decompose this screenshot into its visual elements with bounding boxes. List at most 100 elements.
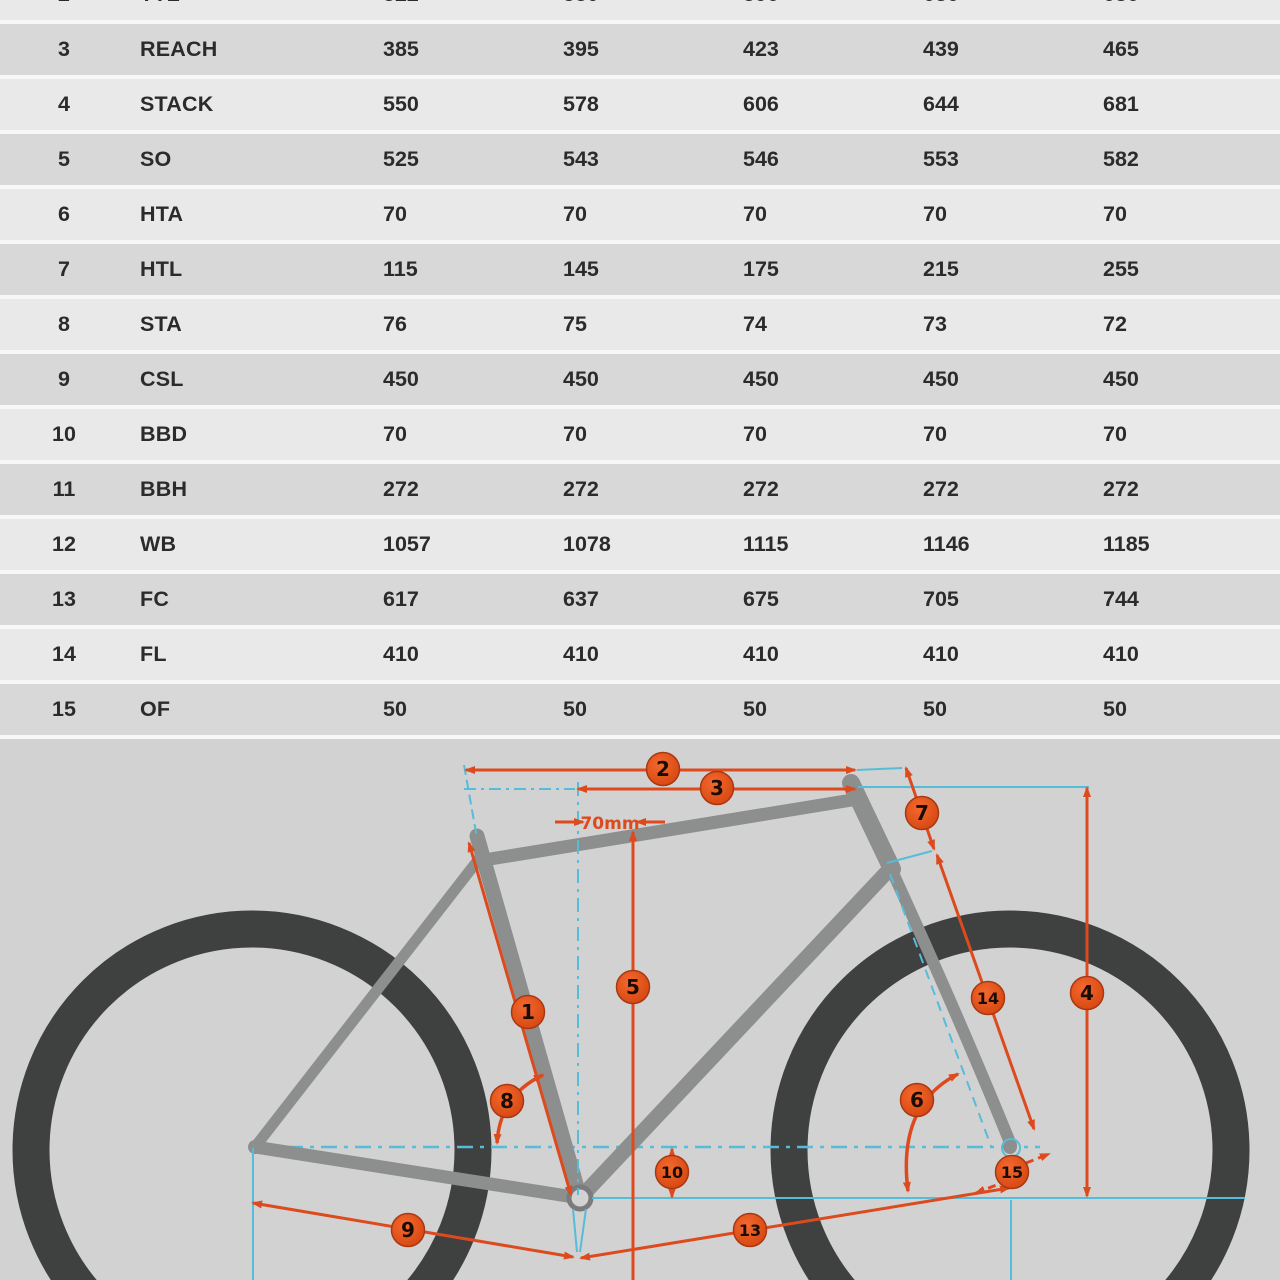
headtube-bottom-tick bbox=[886, 850, 933, 864]
marker-5: 5 bbox=[615, 969, 651, 1005]
marker-number: 8 bbox=[500, 1089, 514, 1113]
value-size-1: 410 bbox=[383, 642, 419, 666]
marker-number: 13 bbox=[739, 1221, 761, 1240]
value-size-1: 522 bbox=[355, 0, 535, 7]
row-label: WB bbox=[140, 532, 177, 556]
bb-offset-label: 70mm bbox=[580, 814, 639, 834]
row-number: 15 bbox=[52, 697, 76, 721]
value-size-4: 636 bbox=[895, 0, 1075, 7]
marker-circle bbox=[615, 969, 651, 1005]
value-size-3: 50 bbox=[743, 697, 767, 721]
bottom-bracket bbox=[566, 1184, 594, 1212]
marker-circle bbox=[732, 1212, 768, 1248]
value-size-4: 410 bbox=[923, 642, 959, 666]
table-row-ttl: 2TTL522550596636686 bbox=[0, 0, 1280, 20]
row-number: 8 bbox=[58, 312, 70, 336]
value-size-3: 675 bbox=[743, 587, 779, 611]
marker-number: 14 bbox=[977, 989, 999, 1008]
value-size-5: 582 bbox=[1103, 147, 1139, 171]
value-size-5: 255 bbox=[1103, 257, 1139, 281]
row-label: STA bbox=[140, 312, 183, 336]
value-size-2: 543 bbox=[563, 147, 599, 171]
marker-10: 10 bbox=[654, 1154, 690, 1190]
headtube-top-tick bbox=[856, 767, 903, 771]
value-size-5: 450 bbox=[1103, 367, 1139, 391]
value-size-3: 450 bbox=[743, 367, 779, 391]
value-size-5: 681 bbox=[1103, 92, 1139, 116]
marker-13: 13 bbox=[732, 1212, 768, 1248]
marker-number: 3 bbox=[710, 776, 724, 800]
row-label: BBH bbox=[140, 477, 188, 501]
value-size-2: 550 bbox=[535, 0, 715, 7]
head-tube bbox=[842, 774, 901, 878]
table-row-so: 5 SO 525 543 546 553 582 bbox=[0, 134, 1280, 185]
marker-circle bbox=[489, 1083, 525, 1119]
value-size-1: 525 bbox=[383, 147, 419, 171]
row-label: HTL bbox=[140, 257, 183, 281]
row-number: 13 bbox=[52, 587, 76, 611]
value-size-2: 272 bbox=[563, 477, 599, 501]
marker-number: 9 bbox=[401, 1218, 415, 1242]
dim-15-offset-upper bbox=[1025, 1152, 1051, 1165]
value-size-5: 686 bbox=[1075, 0, 1255, 7]
row-label: SO bbox=[140, 147, 172, 171]
value-size-1: 1057 bbox=[383, 532, 431, 556]
seatstay bbox=[249, 858, 481, 1153]
value-size-1: 550 bbox=[383, 92, 419, 116]
value-size-4: 450 bbox=[923, 367, 959, 391]
value-size-4: 553 bbox=[923, 147, 959, 171]
row-number: 2 bbox=[0, 0, 110, 7]
table-row-csl: 9 CSL 450 450 450 450 450 bbox=[0, 354, 1280, 405]
row-label: STACK bbox=[140, 92, 214, 116]
marker-14: 14 bbox=[970, 980, 1006, 1016]
rear-dropout bbox=[248, 1140, 262, 1154]
row-label: TTL bbox=[110, 0, 355, 7]
table-row-fc: 13 FC 617 637 675 705 744 bbox=[0, 574, 1280, 625]
value-size-4: 705 bbox=[923, 587, 959, 611]
table-row-htl: 7 HTL 115 145 175 215 255 bbox=[0, 244, 1280, 295]
row-label: FC bbox=[140, 587, 170, 611]
value-size-2: 50 bbox=[563, 697, 587, 721]
table-row-bbh: 11 BBH 272 272 272 272 272 bbox=[0, 464, 1280, 515]
marker-7: 7 bbox=[904, 795, 940, 831]
table-row-stack: 4 STACK 550 578 606 644 681 bbox=[0, 79, 1280, 130]
value-size-1: 70 bbox=[383, 202, 407, 226]
seatpost-axis-line bbox=[463, 764, 478, 839]
marker-1: 1 bbox=[510, 994, 546, 1030]
marker-4: 4 bbox=[1069, 975, 1105, 1011]
value-size-3: 272 bbox=[743, 477, 779, 501]
table-row-fl: 14 FL 410 410 410 410 410 bbox=[0, 629, 1280, 680]
value-size-2: 1078 bbox=[563, 532, 611, 556]
value-size-2: 395 bbox=[563, 37, 599, 61]
value-size-5: 465 bbox=[1103, 37, 1139, 61]
value-size-3: 175 bbox=[743, 257, 779, 281]
value-size-5: 744 bbox=[1103, 587, 1139, 611]
row-label: BBD bbox=[140, 422, 188, 446]
row-label: HTA bbox=[140, 202, 184, 226]
value-size-2: 70 bbox=[563, 422, 587, 446]
marker-circle bbox=[654, 1154, 690, 1190]
value-size-2: 578 bbox=[563, 92, 599, 116]
row-label: REACH bbox=[140, 37, 218, 61]
row-label: FL bbox=[140, 642, 167, 666]
value-size-3: 70 bbox=[743, 202, 767, 226]
marker-number: 4 bbox=[1080, 981, 1094, 1005]
marker-3: 3 bbox=[699, 770, 735, 806]
value-size-1: 50 bbox=[383, 697, 407, 721]
front-dropout bbox=[1003, 1140, 1017, 1154]
marker-2: 2 bbox=[645, 751, 681, 787]
marker-number: 10 bbox=[661, 1163, 683, 1182]
dim-15-offset-lower bbox=[974, 1182, 1000, 1195]
geometry-table: 2TTL5225505966366863REACH385395423439465… bbox=[0, 0, 1280, 735]
table-row-reach: 3 REACH 385 395 423 439 465 bbox=[0, 24, 1280, 75]
value-size-5: 1185 bbox=[1103, 532, 1150, 556]
row-label: OF bbox=[140, 697, 171, 721]
row-number: 3 bbox=[58, 37, 70, 61]
value-size-1: 76 bbox=[383, 312, 407, 336]
marker-6: 6 bbox=[899, 1082, 935, 1118]
marker-circle bbox=[994, 1154, 1030, 1190]
value-size-5: 70 bbox=[1103, 202, 1127, 226]
marker-number: 1 bbox=[521, 1000, 535, 1024]
value-size-4: 73 bbox=[923, 312, 947, 336]
table-row-wb: 12 WB 1057 1078 1115 1146 1185 bbox=[0, 519, 1280, 570]
